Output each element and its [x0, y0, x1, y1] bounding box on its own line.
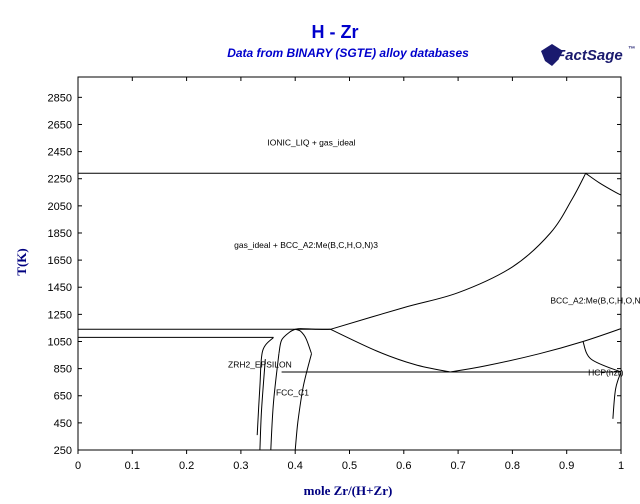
- logo-emblem-icon: [541, 44, 563, 66]
- phase-region-labels: IONIC_LIQ + gas_ideal gas_ideal + BCC_A2:…: [228, 137, 640, 397]
- y-tick-label: 650: [54, 391, 72, 403]
- phase-region-label: HCP(hzr): [588, 367, 624, 377]
- y-tick-label: 1250: [48, 309, 72, 321]
- y-tick-label: 250: [54, 445, 72, 457]
- phase-region-label: ZRH2_EPSILON: [228, 359, 292, 369]
- y-tick-label: 1050: [48, 336, 72, 348]
- x-axis-label: mole Zr/(H+Zr): [304, 483, 393, 498]
- phase-boundary-line: [295, 328, 312, 354]
- y-axis-label: T(K): [14, 248, 29, 275]
- plot-frame: [77, 76, 622, 451]
- y-tick-label: 850: [54, 364, 72, 376]
- x-tick-label: 0.9: [559, 460, 574, 472]
- x-tick-label: 0.5: [342, 460, 357, 472]
- phase-region-label: BCC_A2:Me(B,C,H,O,N)3: [550, 296, 640, 306]
- phase-boundary-line: [259, 359, 266, 451]
- y-tick-label: 450: [54, 418, 72, 430]
- phase-boundary-line: [585, 172, 622, 196]
- x-tick-label: 0.7: [450, 460, 465, 472]
- y-tick-label: 2650: [48, 119, 72, 131]
- y-tick-label: 1650: [48, 255, 72, 267]
- x-tick-label: 0.3: [233, 460, 248, 472]
- phase-boundaries: [77, 172, 622, 451]
- x-tick-label: 0.4: [288, 460, 303, 472]
- logo-text: FactSage: [556, 47, 623, 64]
- y-tick-label: 1450: [48, 282, 72, 294]
- factsage-logo: FactSage ™: [541, 44, 635, 66]
- phase-boundary-line: [294, 353, 312, 451]
- y-tick-label: 2450: [48, 147, 72, 159]
- phase-boundary-line: [330, 328, 451, 373]
- logo-trademark: ™: [628, 46, 635, 53]
- phase-boundary-line: [582, 341, 622, 373]
- y-axis: 250 450 650 850 1050 1250 1450 1650 1850 2050 2250…: [48, 92, 621, 457]
- chart-subtitle: Data from BINARY (SGTE) alloy databases: [227, 46, 469, 60]
- y-tick-label: 2050: [48, 201, 72, 213]
- x-tick-label: 1: [618, 460, 624, 472]
- phase-boundary-line: [612, 371, 622, 419]
- phase-boundary-line: [330, 173, 587, 330]
- x-tick-label: 0.6: [396, 460, 411, 472]
- phase-boundary-line: [278, 328, 296, 354]
- y-tick-label: 2850: [48, 92, 72, 104]
- chart-title: H - Zr: [312, 22, 359, 42]
- x-tick-label: 0.8: [505, 460, 520, 472]
- phase-boundary-line: [449, 328, 622, 373]
- phase-boundary-line: [295, 328, 331, 330]
- phase-boundary-line: [256, 337, 274, 436]
- x-tick-label: 0.1: [125, 460, 140, 472]
- phase-region-label: gas_ideal + BCC_A2:Me(B,C,H,O,N)3: [234, 240, 378, 250]
- y-tick-label: 2250: [48, 174, 72, 186]
- x-tick-label: 0: [75, 460, 81, 472]
- phase-boundary-line: [270, 353, 280, 451]
- y-tick-label: 1850: [48, 228, 72, 240]
- x-tick-label: 0.2: [179, 460, 194, 472]
- phase-region-label: FCC_C1: [276, 388, 309, 398]
- x-axis: 0 0.1 0.2 0.3 0.4 0.5 0.6 0.7 0.8 0.9 1: [75, 77, 624, 472]
- phase-region-label: IONIC_LIQ + gas_ideal: [267, 137, 355, 147]
